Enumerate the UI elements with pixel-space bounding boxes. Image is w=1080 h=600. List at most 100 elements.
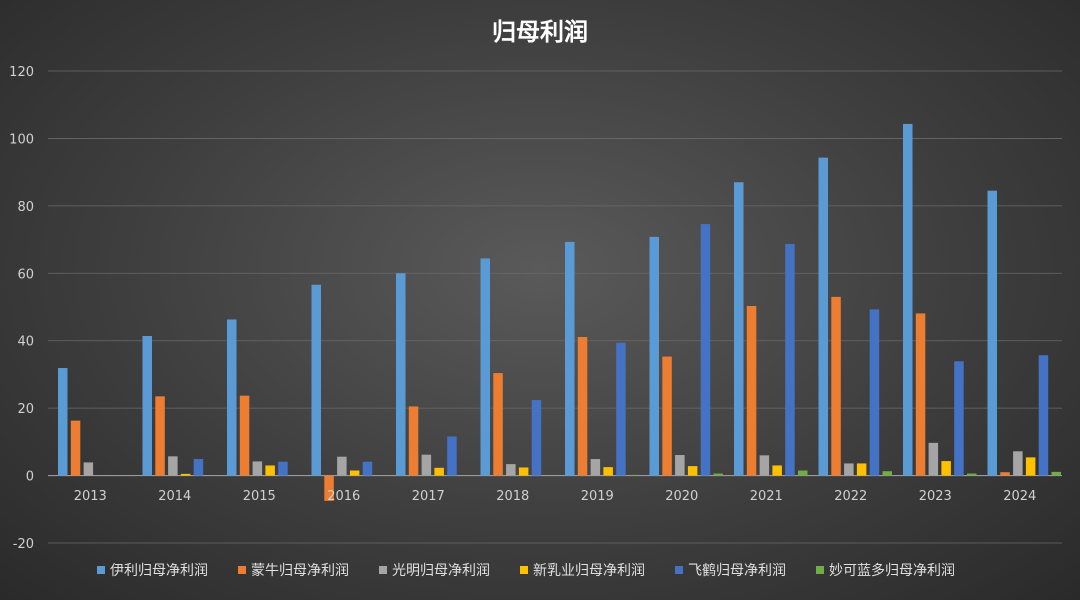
y-tick-label: 100 (9, 132, 34, 147)
bar (349, 470, 360, 476)
bar (227, 319, 237, 476)
bar (915, 313, 926, 476)
bar (590, 459, 601, 476)
legend-swatch (97, 566, 105, 574)
bar (311, 284, 321, 476)
bar (941, 461, 951, 476)
bar (58, 368, 68, 476)
bar (480, 258, 490, 476)
bar (531, 400, 542, 476)
y-tick-label: 120 (9, 65, 34, 80)
bar (83, 462, 94, 476)
y-tick-label: -20 (13, 537, 34, 552)
legend-label: 伊利归母净利润 (110, 562, 208, 579)
legend-item: 伊利归母净利润 (97, 562, 208, 579)
bar (869, 309, 880, 476)
x-tick-label: 2014 (158, 489, 191, 504)
legend-swatch (675, 566, 683, 574)
bar (447, 436, 457, 476)
x-tick-label: 2016 (327, 489, 360, 504)
legend-label: 新乳业归母净利润 (533, 562, 645, 579)
legend-label: 光明归母净利润 (392, 562, 490, 579)
bar (518, 467, 529, 476)
legend-swatch (816, 566, 824, 574)
bar (903, 123, 913, 476)
gridlines (48, 70, 1062, 544)
bar (193, 459, 204, 476)
x-tick-label: 2015 (243, 489, 276, 504)
legend-item: 飞鹤归母净利润 (675, 562, 786, 579)
bar (928, 442, 939, 476)
x-tick-label: 2017 (412, 489, 445, 504)
bar (1000, 472, 1010, 476)
bar (687, 466, 698, 476)
x-tick-label: 2022 (834, 489, 867, 504)
legend-label: 蒙牛归母净利润 (251, 562, 349, 579)
bar (629, 474, 639, 476)
x-tick-label: 2021 (750, 489, 783, 504)
y-tick-label: 60 (17, 267, 34, 282)
bar (142, 335, 152, 476)
legend-item: 光明归母净利润 (379, 562, 490, 579)
bar (493, 373, 503, 476)
bar (844, 463, 854, 476)
bar (603, 467, 613, 476)
bar (772, 465, 782, 476)
legend-swatch (520, 566, 528, 574)
y-axis: -20 0 20 40 60 80 100 120 (9, 65, 34, 552)
bar (759, 455, 770, 476)
x-axis: 2013 2014 2015 2016 2017 2018 2019 2020 2021 2022… (74, 489, 1037, 504)
bar (831, 296, 841, 476)
bar (734, 182, 744, 476)
bar (1038, 355, 1049, 476)
bar (434, 467, 444, 476)
bar (1025, 457, 1036, 476)
legend-swatch (379, 566, 387, 574)
legend-swatch (238, 566, 246, 574)
bar (265, 465, 275, 476)
bar (967, 473, 977, 476)
bar (1051, 471, 1061, 476)
bar (882, 471, 892, 476)
x-tick-label: 2023 (919, 489, 952, 504)
y-tick-label: 80 (17, 200, 34, 215)
bar (675, 455, 685, 476)
bar (649, 236, 659, 476)
bar (565, 241, 575, 476)
bar (713, 473, 723, 476)
x-tick-label: 2019 (581, 489, 614, 504)
bar (798, 470, 808, 476)
bar (1013, 451, 1023, 476)
bar (252, 461, 263, 476)
bar (785, 243, 795, 476)
y-tick-label: 0 (26, 470, 34, 485)
y-tick-label: 40 (17, 335, 34, 350)
legend-label: 飞鹤归母净利润 (688, 562, 786, 579)
bar (168, 456, 178, 476)
legend-item: 妙可蓝多归母净利润 (816, 562, 955, 579)
legend-item: 新乳业归母净利润 (520, 562, 645, 579)
bar (421, 454, 432, 476)
bar (239, 395, 250, 476)
bars (58, 123, 1061, 501)
bar (180, 473, 191, 476)
legend-item: 蒙牛归母净利润 (238, 562, 349, 579)
bar (408, 406, 419, 476)
bar (818, 157, 828, 476)
bar (396, 273, 406, 476)
bar (616, 342, 626, 476)
bar (662, 356, 672, 476)
chart-title: 归母利润 (492, 18, 588, 46)
bar (746, 305, 757, 476)
bar (954, 361, 964, 476)
bar (700, 224, 711, 476)
bar (337, 456, 347, 476)
x-tick-label: 2013 (74, 489, 107, 504)
x-tick-label: 2018 (496, 489, 529, 504)
y-tick-label: 20 (17, 402, 34, 417)
x-tick-label: 2024 (1003, 489, 1036, 504)
x-tick-label: 2020 (665, 489, 698, 504)
bar (278, 461, 288, 476)
bar (987, 190, 997, 476)
